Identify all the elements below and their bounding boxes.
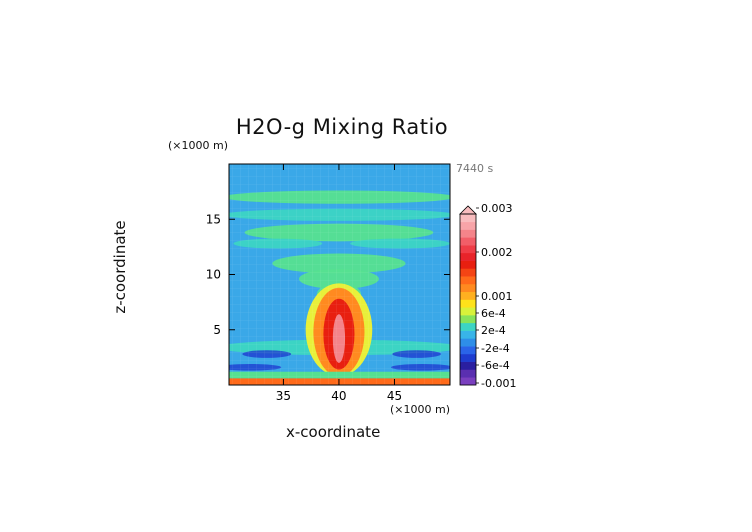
colorbar-segment <box>460 260 476 269</box>
y-tick-label: 10 <box>206 268 221 282</box>
x-tick-label: 35 <box>276 389 291 403</box>
colorbar-segment <box>460 291 476 300</box>
colorbar-label: -0.001 <box>481 377 516 390</box>
x-axis-unit: (×1000 m) <box>390 403 451 416</box>
axis-ticks: 35 40 45 5 10 15 <box>206 164 450 403</box>
x-tick-label: 40 <box>331 389 346 403</box>
x-axis-title: x-coordinate <box>286 423 381 441</box>
colorbar-label: 0.002 <box>481 246 513 259</box>
colorbar-segment <box>460 353 476 362</box>
colorbar-segment <box>460 307 476 316</box>
colorbar-segment <box>460 276 476 285</box>
colorbar-segment <box>460 214 476 223</box>
colorbar-label: -6e-4 <box>481 359 510 372</box>
colorbar-segment <box>460 346 476 355</box>
colorbar-segment <box>460 245 476 254</box>
colorbar-segment <box>460 330 476 339</box>
colorbar-segment <box>460 229 476 238</box>
colorbar-frame <box>459 213 477 386</box>
colorbar-label: -2e-4 <box>481 342 510 355</box>
chart-title: H2O-g Mixing Ratio <box>235 115 449 139</box>
colorbar-segment <box>460 338 476 347</box>
colorbar-segment <box>460 268 476 277</box>
colorbar: 0.003 0.002 0.001 6e-4 2e-4 -2e-4 -6e-4 -0.001 <box>459 202 516 390</box>
colorbar-segment <box>460 283 476 293</box>
colorbar-segment <box>460 377 476 386</box>
x-tick-label: 45 <box>387 389 402 403</box>
y-tick-label: 15 <box>206 212 221 226</box>
y-axis-unit: (×1000 m) <box>168 139 229 152</box>
colorbar-label: 0.001 <box>481 290 513 303</box>
colorbar-segment <box>460 322 476 331</box>
colorbar-segment <box>460 299 476 308</box>
colorbar-label: 6e-4 <box>481 307 506 320</box>
colorbar-segment <box>460 369 476 378</box>
colorbar-segment <box>460 237 476 246</box>
colorbar-segment <box>460 221 476 230</box>
colorbar-label: 0.003 <box>481 202 513 215</box>
y-tick-label: 5 <box>213 323 221 337</box>
grid-overlay <box>229 164 450 385</box>
contour-field <box>229 164 450 385</box>
colorbar-extend-arrow <box>459 205 477 215</box>
colorbar-label: 2e-4 <box>481 324 506 337</box>
colorbar-segment <box>460 361 476 370</box>
time-label: 7440 s <box>456 162 494 175</box>
colorbar-segment <box>460 315 476 324</box>
colorbar-segment <box>460 252 476 261</box>
